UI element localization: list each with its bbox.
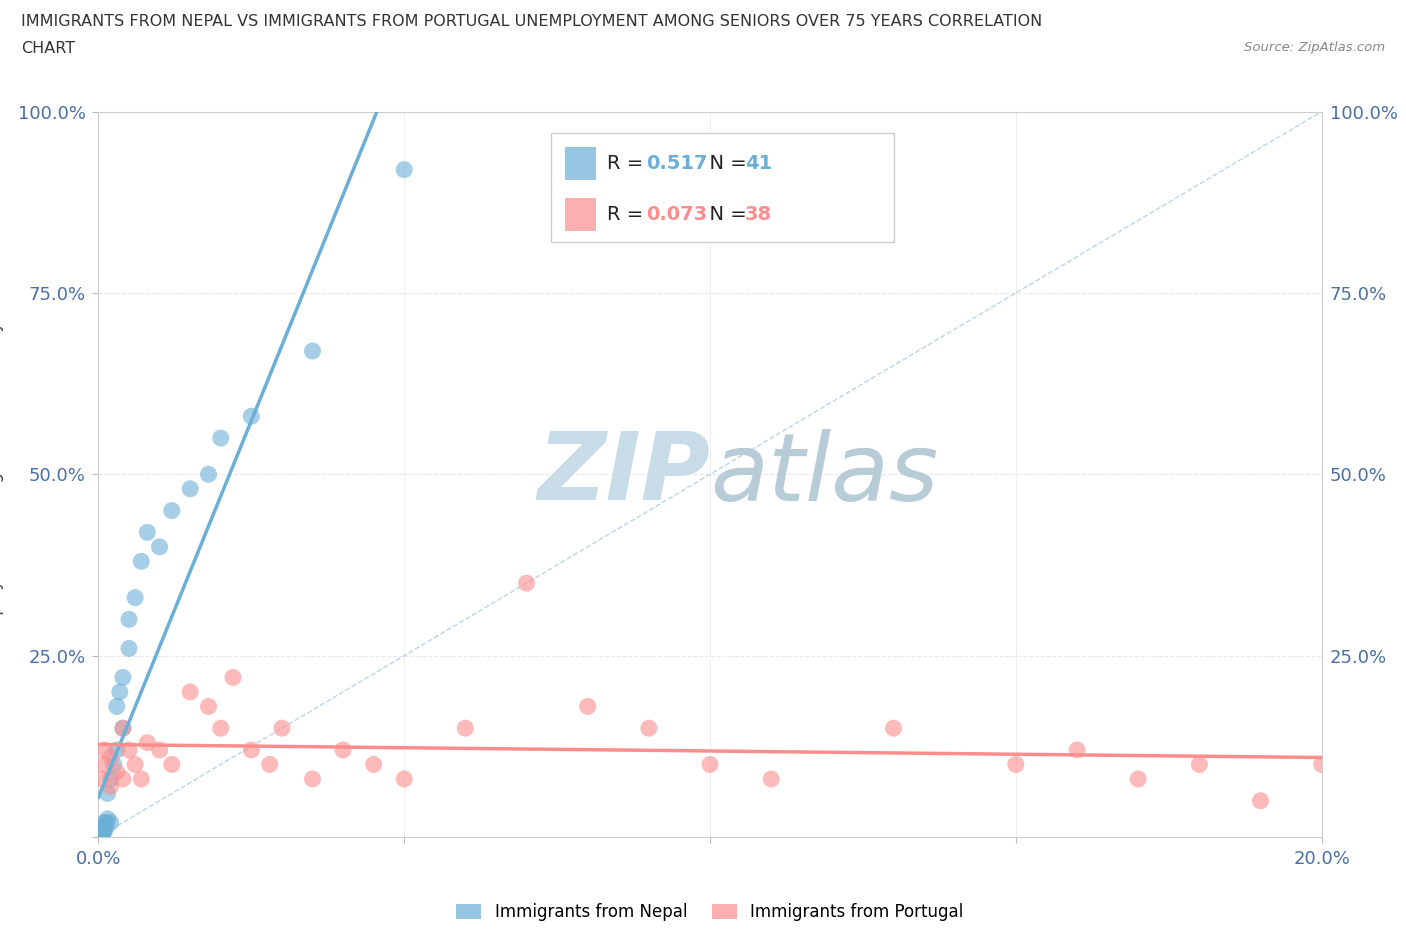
Point	[124, 591, 146, 605]
Text: N =: N =	[697, 154, 754, 173]
Point	[100, 750, 122, 764]
Point	[759, 772, 782, 787]
Point	[100, 772, 122, 787]
Text: 41: 41	[745, 154, 772, 173]
Point	[149, 742, 172, 757]
Text: atlas: atlas	[710, 429, 938, 520]
Point	[1188, 757, 1211, 772]
Point	[90, 825, 112, 840]
Point	[111, 721, 134, 736]
Point	[1066, 742, 1088, 757]
Point	[149, 539, 172, 554]
Point	[96, 815, 118, 830]
Point	[136, 736, 159, 751]
Point	[91, 822, 114, 837]
Point	[118, 742, 141, 757]
Point	[97, 811, 120, 827]
Point	[93, 815, 115, 830]
Point	[91, 824, 114, 839]
Point	[259, 757, 281, 772]
Point	[124, 757, 146, 772]
Point	[883, 721, 905, 736]
Text: Source: ZipAtlas.com: Source: ZipAtlas.com	[1244, 41, 1385, 54]
Point	[516, 576, 538, 591]
Point	[105, 742, 128, 757]
Point	[90, 825, 112, 840]
Point	[209, 721, 232, 736]
Point	[637, 721, 661, 736]
Point	[301, 343, 323, 358]
Point	[1128, 772, 1150, 787]
Point	[93, 757, 115, 772]
Point	[100, 815, 122, 830]
Legend: Immigrants from Nepal, Immigrants from Portugal: Immigrants from Nepal, Immigrants from P…	[450, 897, 970, 927]
Y-axis label: Unemployment Among Seniors over 75 years: Unemployment Among Seniors over 75 years	[0, 286, 4, 663]
Point	[1004, 757, 1026, 772]
Point	[90, 828, 112, 843]
Point	[332, 742, 354, 757]
Point	[91, 826, 114, 841]
Point	[108, 684, 131, 699]
Text: IMMIGRANTS FROM NEPAL VS IMMIGRANTS FROM PORTUGAL UNEMPLOYMENT AMONG SENIORS OVE: IMMIGRANTS FROM NEPAL VS IMMIGRANTS FROM…	[21, 14, 1042, 29]
Point	[240, 742, 263, 757]
Point	[105, 699, 128, 714]
Point	[209, 431, 232, 445]
Point	[1310, 757, 1333, 772]
Point	[129, 772, 152, 787]
Point	[179, 684, 201, 699]
Point	[197, 699, 219, 714]
Point	[699, 757, 721, 772]
Point	[1249, 793, 1271, 808]
Point	[392, 162, 416, 177]
Point	[240, 409, 263, 424]
Point	[118, 641, 141, 656]
Text: 38: 38	[745, 206, 772, 224]
Text: R =: R =	[607, 154, 650, 173]
Point	[103, 757, 125, 772]
Point	[111, 670, 134, 684]
Point	[160, 503, 183, 518]
Point	[90, 822, 112, 837]
Text: 0.517: 0.517	[647, 154, 709, 173]
Point	[111, 772, 134, 787]
Point	[100, 778, 122, 793]
Point	[94, 818, 117, 833]
Point	[93, 824, 115, 839]
Point	[90, 826, 112, 841]
Point	[118, 612, 141, 627]
Point	[197, 467, 219, 482]
Point	[392, 772, 416, 787]
Point	[97, 786, 120, 801]
Point	[105, 764, 128, 779]
Point	[136, 525, 159, 539]
Point	[91, 821, 114, 836]
Point	[89, 828, 111, 843]
Text: CHART: CHART	[21, 41, 75, 56]
Text: ZIP: ZIP	[537, 429, 710, 520]
Point	[90, 772, 112, 787]
Point	[222, 670, 245, 684]
Point	[91, 826, 114, 841]
Point	[93, 742, 115, 757]
Text: N =: N =	[697, 206, 754, 224]
Point	[363, 757, 385, 772]
Point	[93, 822, 115, 837]
Point	[454, 721, 477, 736]
Point	[93, 818, 115, 833]
Text: R =: R =	[607, 206, 650, 224]
Point	[129, 554, 152, 569]
Point	[576, 699, 599, 714]
Point	[179, 482, 201, 497]
Point	[111, 721, 134, 736]
Point	[160, 757, 183, 772]
Point	[270, 721, 292, 736]
Point	[91, 824, 114, 839]
Text: 0.073: 0.073	[647, 206, 707, 224]
Point	[301, 772, 323, 787]
